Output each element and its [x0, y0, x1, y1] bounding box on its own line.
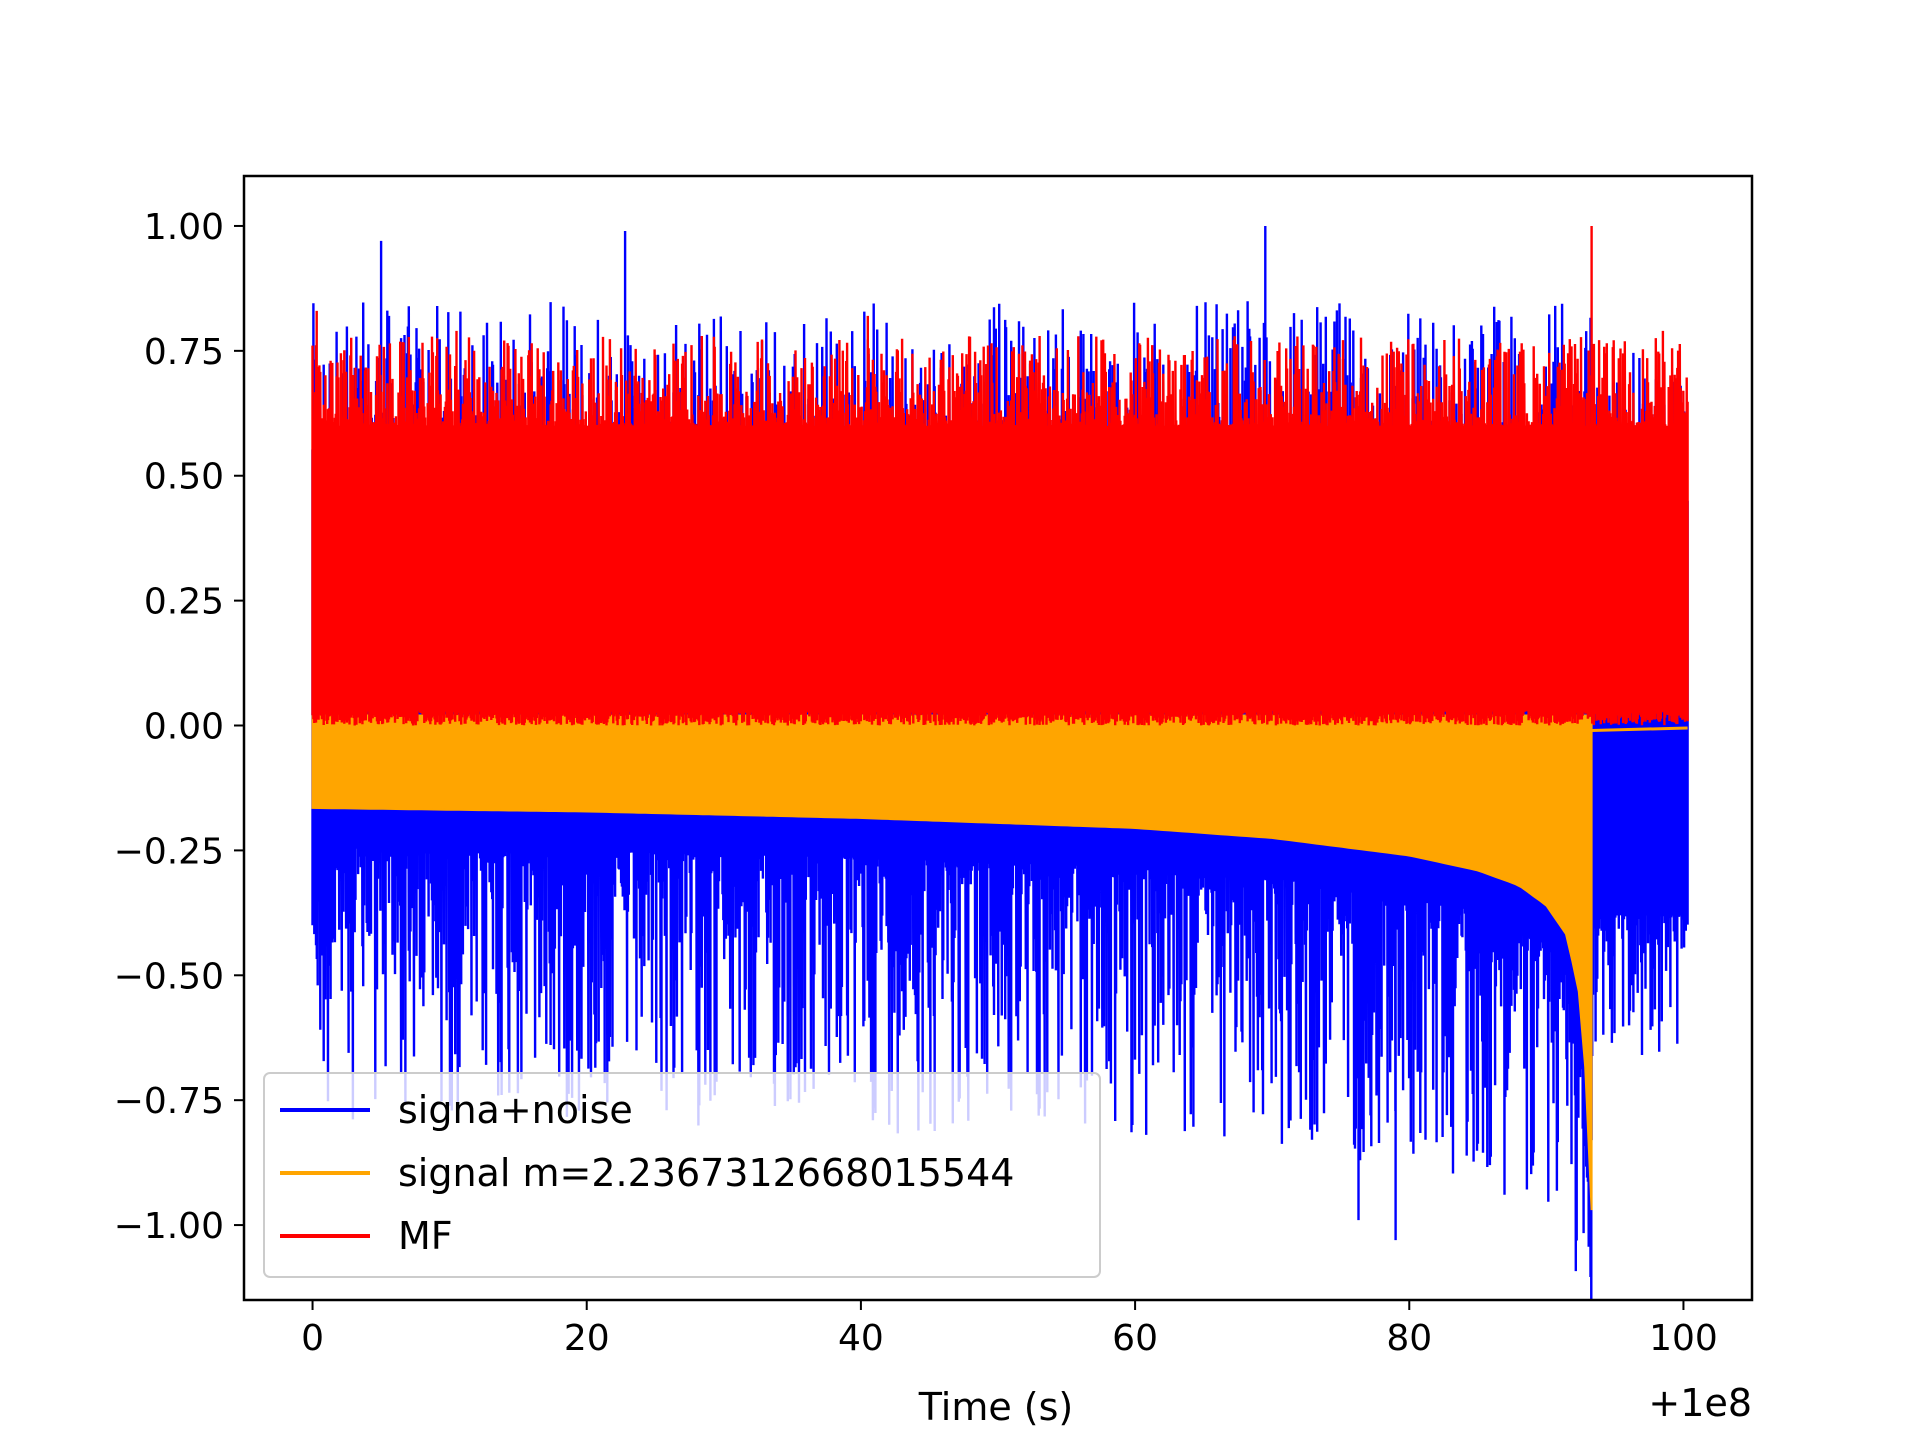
legend-label-mf: MF: [398, 1214, 453, 1258]
y-tick-label: −0.50: [114, 956, 224, 997]
x-tick-label: 20: [564, 1318, 610, 1359]
y-tick-label: 0.00: [144, 707, 224, 748]
legend-box: [263, 1072, 1101, 1278]
y-axis: 1.00 0.75 0.50 0.25 0.00 −0.25 −0.50 −0.75 −1.00: [114, 207, 244, 1247]
y-tick-label: 0.50: [144, 457, 224, 498]
y-tick-label: 0.25: [144, 582, 224, 623]
x-tick-label: 0: [301, 1318, 324, 1359]
y-tick-label: −0.75: [114, 1081, 224, 1122]
x-axis-offset-label: +1e8: [1648, 1381, 1752, 1425]
series-line-mf: [311, 226, 1689, 726]
legend-label-signal: signal m=2.2367312668015544: [398, 1151, 1014, 1195]
x-tick-label: 80: [1386, 1318, 1432, 1359]
legend: signa+noise signal m=2.2367312668015544 …: [263, 1072, 1101, 1278]
x-tick-label: 100: [1649, 1318, 1718, 1359]
x-axis-label: Time (s): [918, 1385, 1074, 1429]
y-tick-label: 0.75: [144, 332, 224, 373]
y-tick-label: −1.00: [114, 1206, 224, 1247]
plot-area: [311, 226, 1689, 1300]
x-tick-label: 40: [838, 1318, 884, 1359]
y-tick-label: 1.00: [144, 207, 224, 248]
axes-frame: [242, 174, 1754, 1302]
x-tick-label: 60: [1112, 1318, 1158, 1359]
legend-label-signal-noise: signa+noise: [398, 1088, 633, 1132]
y-tick-label: −0.25: [114, 831, 224, 872]
series-line-signal-tail: [1591, 726, 1688, 733]
x-axis: 0 20 40 60 80 100: [301, 1300, 1718, 1359]
